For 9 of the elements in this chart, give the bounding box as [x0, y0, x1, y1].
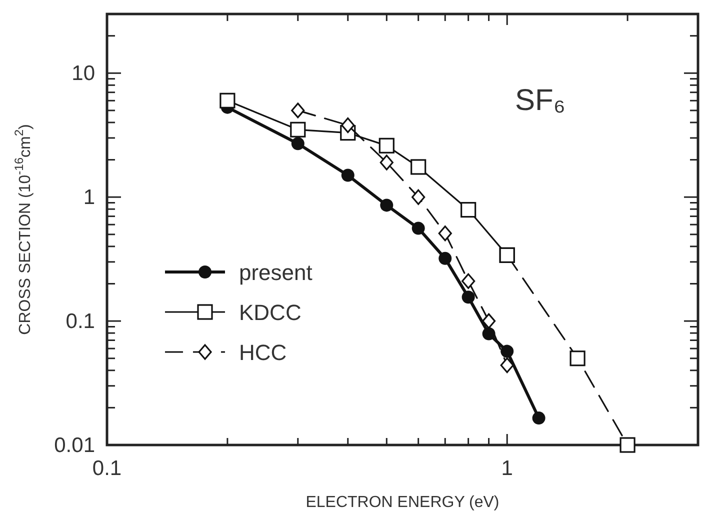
x-axis-title: ELECTRON ENERGY (eV) [306, 494, 500, 511]
legend-label: HCC [239, 340, 287, 365]
legend-label: KDCC [239, 300, 302, 325]
annotation: SF₆ [515, 84, 566, 117]
legend-label: present [239, 260, 312, 285]
y-tick-label: 0.1 [66, 310, 95, 334]
y-tick-label: 1 [83, 186, 95, 210]
y-tick-label: 0.01 [54, 434, 95, 457]
y-tick-label: 10 [72, 62, 95, 86]
